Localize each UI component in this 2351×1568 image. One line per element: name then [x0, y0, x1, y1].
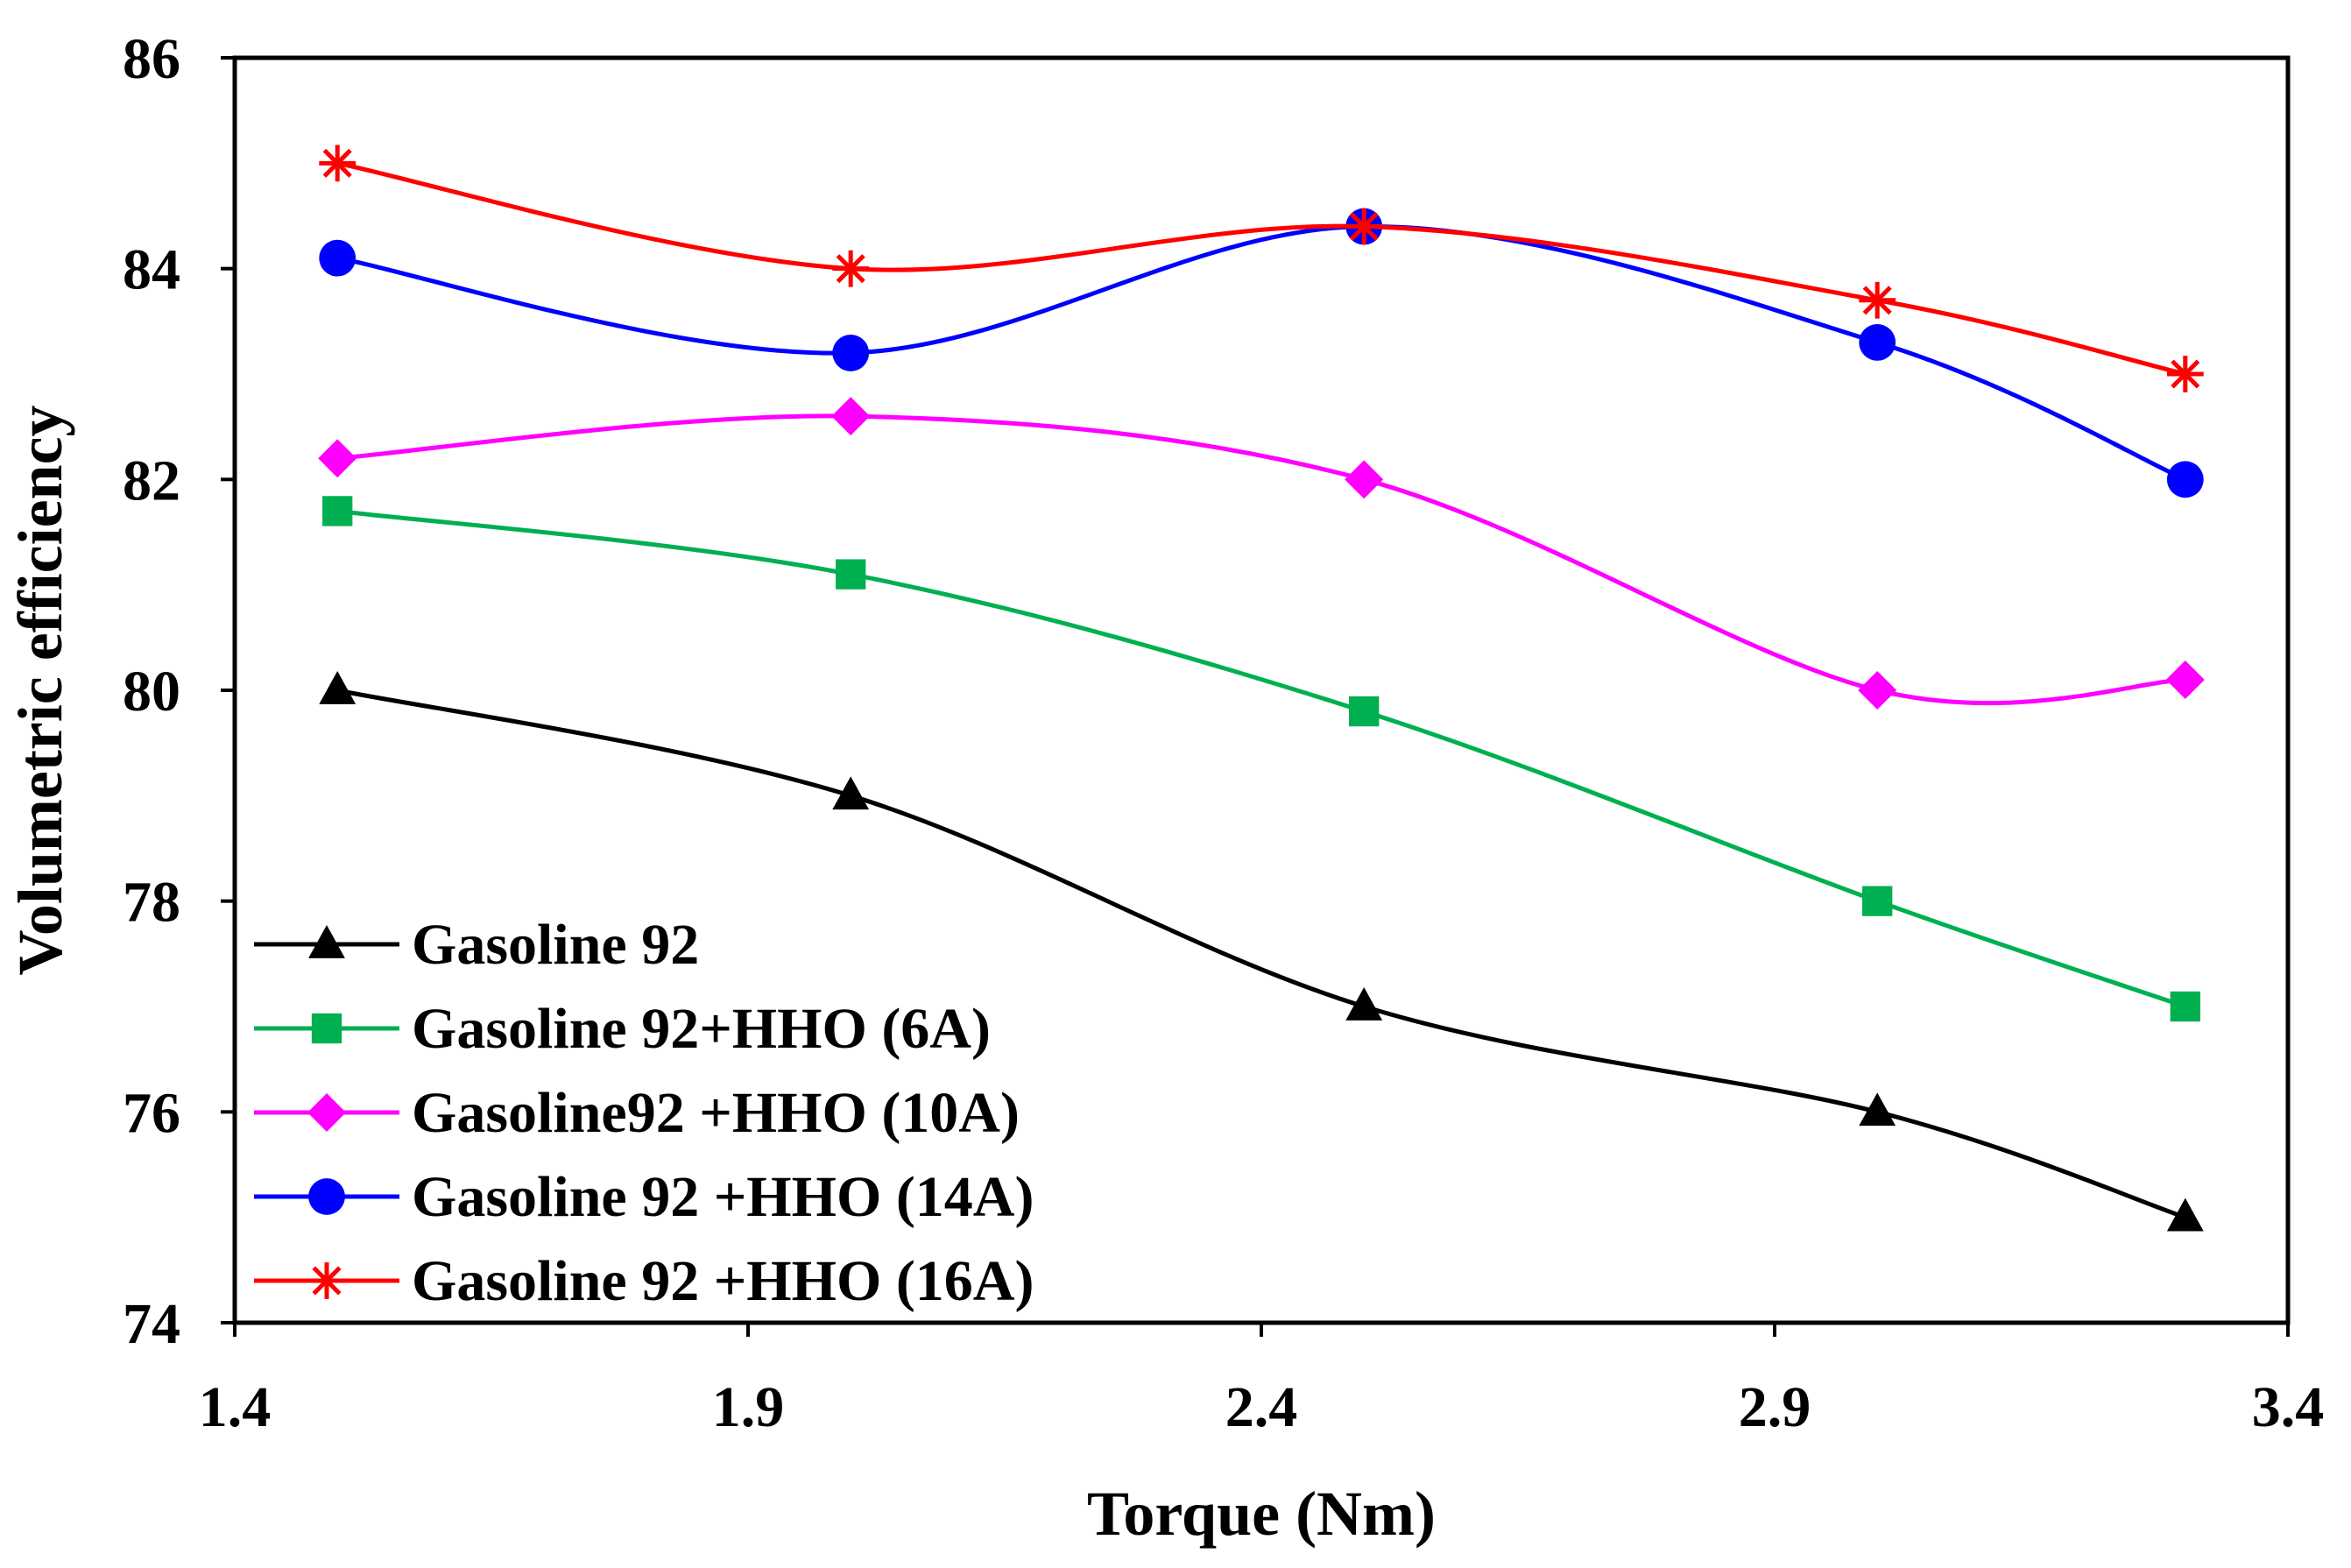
legend-label: Gasoline 92 +HHO (14A): [412, 1165, 1034, 1229]
x-tick-label: 3.4: [2252, 1375, 2325, 1439]
series-5: [319, 145, 2204, 392]
y-tick-label: 84: [123, 238, 180, 302]
series-2: [322, 496, 2200, 1022]
x-tick-label: 2.9: [1739, 1375, 1811, 1439]
y-tick-label: 80: [123, 660, 180, 724]
legend-entry: Gasoline 92: [254, 913, 699, 977]
data-point: [1858, 671, 1897, 710]
data-point: [1862, 886, 1893, 916]
y-tick-label: 86: [123, 27, 180, 91]
data-point: [1345, 987, 1383, 1021]
data-point: [2166, 461, 2204, 498]
legend-entry: Gasoline 92 +HHO (14A): [254, 1165, 1034, 1229]
data-point: [1345, 460, 1384, 499]
data-point: [832, 335, 870, 371]
y-tick-label: 76: [123, 1081, 180, 1145]
legend-entry: Gasoline 92 +HHO (16A): [254, 1249, 1034, 1313]
series-3: [318, 397, 2205, 710]
y-axis-title: Volumetric efficiency: [5, 405, 75, 975]
data-point: [1345, 208, 1383, 245]
legend-entry: Gasoline 92+HHO (6A): [254, 997, 991, 1061]
legend-label: Gasoline 92+HHO (6A): [412, 997, 991, 1061]
legend-entry: Gasoline92 +HHO (10A): [254, 1081, 1020, 1145]
legend-label: Gasoline 92 +HHO (16A): [412, 1249, 1034, 1313]
data-point: [832, 250, 870, 287]
data-point: [322, 496, 353, 526]
legend-marker: [311, 1013, 342, 1044]
legend-marker: [308, 925, 345, 958]
data-point: [832, 776, 870, 810]
x-tick-label: 1.4: [199, 1375, 272, 1439]
data-point: [1859, 281, 1896, 319]
series-1: [319, 671, 2204, 1232]
x-tick-label: 2.4: [1225, 1375, 1298, 1439]
data-point: [831, 397, 871, 436]
legend-label: Gasoline 92: [412, 913, 699, 977]
y-tick-label: 82: [123, 449, 180, 512]
data-point: [319, 145, 357, 182]
data-point: [836, 559, 866, 590]
series-line: [336, 160, 2186, 377]
data-point: [319, 671, 357, 704]
data-point: [1349, 696, 1380, 727]
data-point: [319, 239, 357, 277]
x-axis-title: Torque (Nm): [1087, 1479, 1436, 1549]
data-point: [2165, 660, 2205, 699]
x-tick-label: 1.9: [712, 1375, 785, 1439]
series-line: [336, 688, 2186, 1220]
data-point: [1859, 1092, 1896, 1127]
data-point: [1859, 324, 1896, 361]
legend-marker: [308, 1178, 345, 1215]
data-point: [2170, 991, 2200, 1022]
y-tick-label: 78: [123, 871, 180, 935]
legend-marker: [307, 1093, 346, 1132]
data-point: [318, 439, 357, 478]
data-point: [2166, 1197, 2204, 1232]
series-layer: [318, 145, 2205, 1232]
data-point: [2166, 356, 2204, 392]
legend-label: Gasoline92 +HHO (10A): [412, 1081, 1020, 1145]
y-tick-label: 74: [123, 1292, 180, 1356]
axis-ticks: 1.4 1.9 2.4 2.9 3.4 74 76 78 80 82 84 86: [123, 27, 2324, 1439]
series-line: [336, 413, 2185, 706]
legend: Gasoline 92 Gasoline 92+HHO (6A) Gasoline9…: [254, 913, 1034, 1313]
series-line: [336, 508, 2186, 1009]
series-line: [336, 223, 2186, 482]
legend-marker: [308, 1262, 345, 1299]
